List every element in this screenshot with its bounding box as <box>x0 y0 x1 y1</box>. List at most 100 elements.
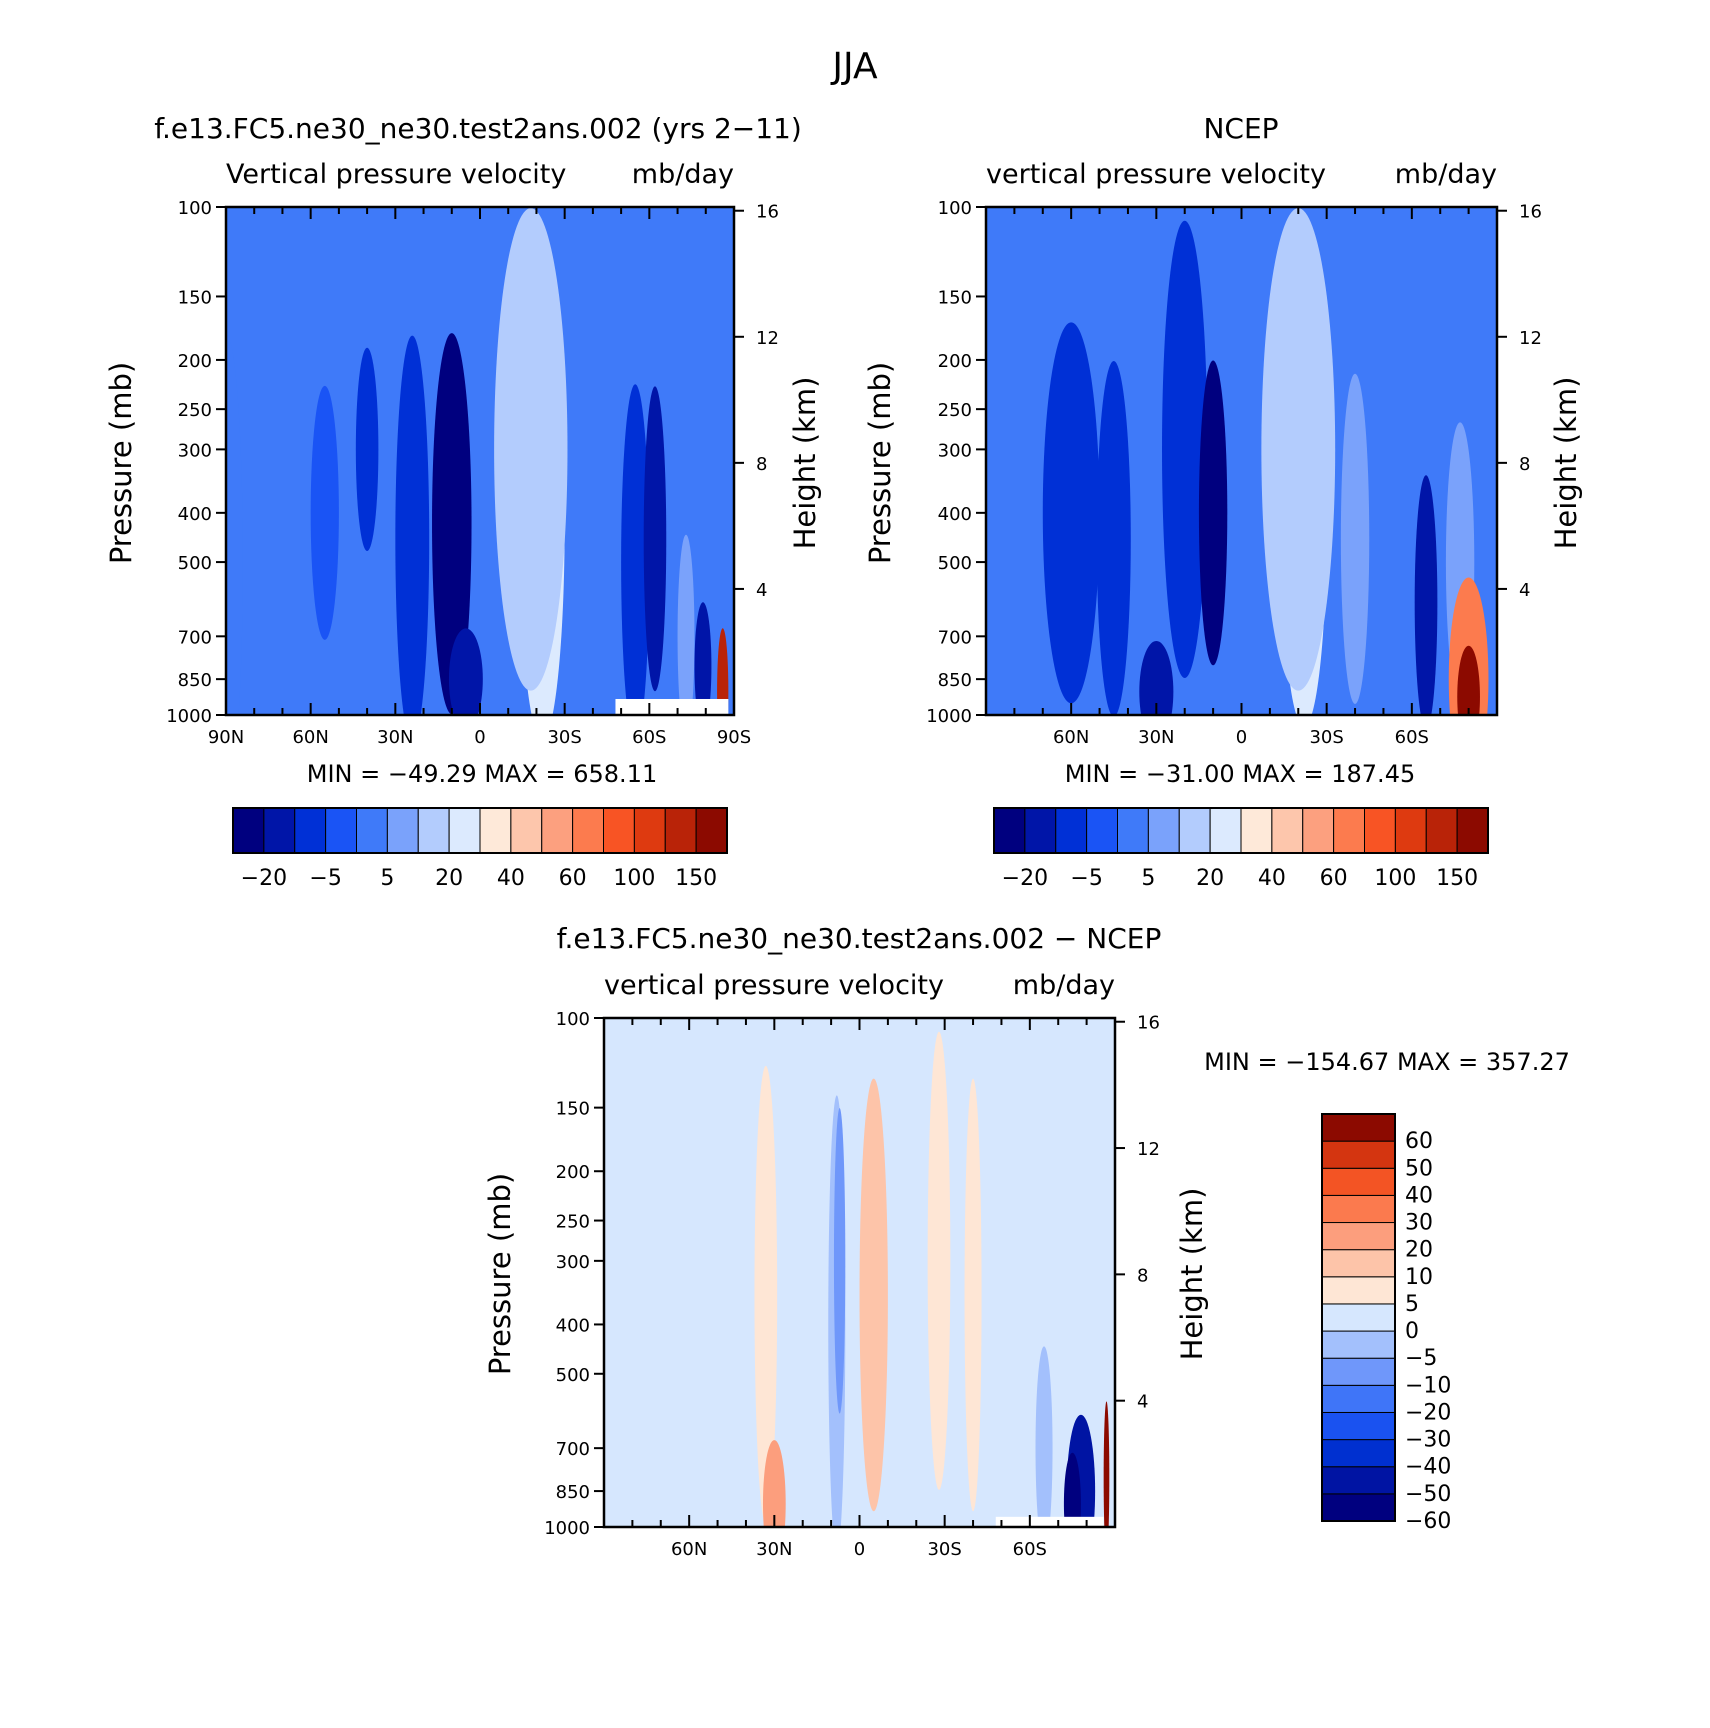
panel-diff-field-contour <box>964 1078 982 1512</box>
panel-model-colorbar-swatch <box>572 807 604 854</box>
panel-ncep-units: mb/day <box>1395 159 1497 190</box>
panel-diff-x-tick-label: 30S <box>927 1539 961 1560</box>
panel-model-colorbar-swatch <box>356 807 388 854</box>
panel-ncep-colorbar-label: 20 <box>1196 866 1224 891</box>
panel-diff-y2-tick-label: 12 <box>1137 1139 1160 1160</box>
panel-model-y-tick-label: 300 <box>178 440 212 461</box>
panel-model-field-contour <box>694 602 712 715</box>
panel-diff-colorbar-swatch <box>1321 1493 1396 1522</box>
panel-model-y-tick-label: 500 <box>178 553 212 574</box>
panel-model-x-tick-label: 90N <box>208 727 244 748</box>
panel-ncep-y-tick-label: 150 <box>938 287 972 308</box>
panel-ncep-x-tick-label: 60N <box>1053 727 1089 748</box>
panel-ncep-y-tick-label: 200 <box>938 351 972 372</box>
panel-model-colorbar-label: 150 <box>675 866 717 891</box>
panel-model-colorbar-label: 5 <box>380 866 394 891</box>
panel-diff-y-tick-label: 700 <box>556 1439 590 1460</box>
panel-model-subtitle: Vertical pressure velocity <box>226 159 566 190</box>
panel-diff-y-tick-label: 850 <box>556 1482 590 1503</box>
panel-model-field-contour <box>395 335 430 715</box>
panel-model-colorbar-label: −20 <box>241 866 287 891</box>
panel-model-colorbar-swatch <box>695 807 728 854</box>
panel-model-field-contour <box>226 333 243 715</box>
panel-diff-colorbar-label: 0 <box>1405 1319 1419 1344</box>
panel-model-y-tick-label: 250 <box>178 400 212 421</box>
panel-ncep-colorbar-label: 5 <box>1141 866 1155 891</box>
panel-ncep-colorbar-label: 100 <box>1374 866 1416 891</box>
panel-diff-colorbar-swatch <box>1321 1276 1396 1305</box>
panel-model-x-tick-label: 90S <box>717 727 751 748</box>
panel-diff-colorbar-label: −40 <box>1405 1455 1451 1480</box>
panel-ncep-field-contour <box>1162 220 1208 678</box>
panel-model-field-contour <box>494 208 568 691</box>
panel-model-colorbar-swatch <box>633 807 666 854</box>
panel-ncep-colorbar-label: −5 <box>1070 866 1102 891</box>
panel-model-x-tick-label: 30S <box>547 727 581 748</box>
panel-ncep-field-contour <box>1340 373 1370 704</box>
panel-diff-plot: 60N 30N 0 30S 60S 100 150 200 250 300 400 500 700 850… <box>544 1009 1160 1560</box>
panel-model-colorbar: −20 −5 5 20 40 60 100 150 <box>232 807 728 891</box>
panel-ncep-y-tick-label: 300 <box>938 440 972 461</box>
panel-ncep-colorbar-swatch <box>1271 807 1304 854</box>
panel-model-units: mb/day <box>632 159 734 190</box>
panel-diff-colorbar-swatch <box>1321 1330 1396 1359</box>
panel-diff-y2-tick-label: 4 <box>1137 1392 1148 1413</box>
panel-ncep-colorbar-swatch <box>1086 807 1118 854</box>
panel-model-field-contour <box>643 386 667 692</box>
panel-model-colorbar-swatch <box>510 807 543 854</box>
panel-diff-colorbar-swatch <box>1321 1384 1396 1413</box>
panel-ncep-field-contour <box>1457 645 1480 715</box>
panel-ncep: NCEP vertical pressure velocity mb/day P… <box>863 112 1583 891</box>
panel-model-colorbar-swatch <box>294 807 327 854</box>
panel-diff-y-tick-label: 100 <box>556 1009 590 1030</box>
panel-diff-colorbar-swatch <box>1321 1194 1396 1224</box>
panel-ncep-colorbar-label: −20 <box>1002 866 1048 891</box>
panel-diff-field-contour <box>1035 1346 1053 1527</box>
panel-model-colorbar-label: 20 <box>435 866 463 891</box>
panel-model-field-contour <box>355 347 379 551</box>
panel-model-colorbar-frame <box>232 807 728 854</box>
panel-diff-field-contour <box>754 1065 778 1524</box>
panel-ncep-x-tick-label: 0 <box>1236 727 1247 748</box>
panel-model-colorbar-swatch <box>479 807 512 854</box>
panel-model-y2-tick-label: 12 <box>756 328 779 349</box>
panel-model-field-contour <box>448 628 483 715</box>
panel-model-colorbar-swatch <box>448 807 481 854</box>
panel-diff-field-contour <box>859 1078 888 1512</box>
panel-model-field-contour <box>310 385 339 640</box>
panel-ncep-colorbar-swatch <box>1364 807 1396 854</box>
panel-ncep-x-tick-label: 30N <box>1138 727 1174 748</box>
panel-diff-x-tick-label: 0 <box>854 1539 865 1560</box>
panel-diff-colorbar-label: 60 <box>1405 1129 1433 1154</box>
panel-diff-colorbar-swatch <box>1321 1222 1396 1251</box>
panel-model-field-contour <box>717 628 729 715</box>
panel-diff-colorbar-swatch <box>1321 1411 1396 1441</box>
panel-ncep-y2-tick-label: 16 <box>1519 202 1542 223</box>
panel-ncep-colorbar-swatch <box>1178 807 1211 854</box>
panel-diff-y-tick-label: 150 <box>556 1099 590 1120</box>
panel-ncep-y2-tick-label: 4 <box>1519 580 1530 601</box>
panel-ncep-x-tick-label: 60S <box>1395 727 1429 748</box>
panel-model-y-tick-label: 1000 <box>166 706 212 727</box>
panel-diff-field-contour <box>927 1031 951 1490</box>
panel-diff-colorbar-swatch <box>1321 1167 1396 1196</box>
panel-model-colorbar-swatch <box>664 807 697 854</box>
panel-model-x-tick-label: 30N <box>377 727 413 748</box>
panel-ncep-colorbar-label: 40 <box>1258 866 1286 891</box>
panel-model-y2-tick-label: 4 <box>756 580 767 601</box>
panel-model-missing-data <box>615 698 729 715</box>
panel-diff-colorbar-label: 50 <box>1405 1156 1433 1181</box>
panel-model-colorbar-swatch <box>325 807 357 854</box>
panel-diff-title: f.e13.FC5.ne30_ne30.test2ans.002 − NCEP <box>557 922 1162 955</box>
panel-diff-colorbar-swatch <box>1321 1113 1396 1142</box>
panel-diff-colorbar-label: −30 <box>1405 1428 1451 1453</box>
panel-diff-colorbar-label: 5 <box>1405 1292 1419 1317</box>
panel-model-field-contour <box>432 333 472 715</box>
panel-ncep-y-tick-label: 700 <box>938 627 972 648</box>
panel-ncep-stats: MIN = −31.00 MAX = 187.45 <box>1065 760 1415 788</box>
panel-diff-y-tick-label: 200 <box>556 1162 590 1183</box>
panel-ncep-field-contour <box>1096 361 1131 715</box>
panel-model-stats: MIN = −49.29 MAX = 658.11 <box>307 760 657 788</box>
panel-model-x-tick-label: 0 <box>474 727 485 748</box>
panel-diff-colorbar-label: 30 <box>1405 1211 1433 1236</box>
